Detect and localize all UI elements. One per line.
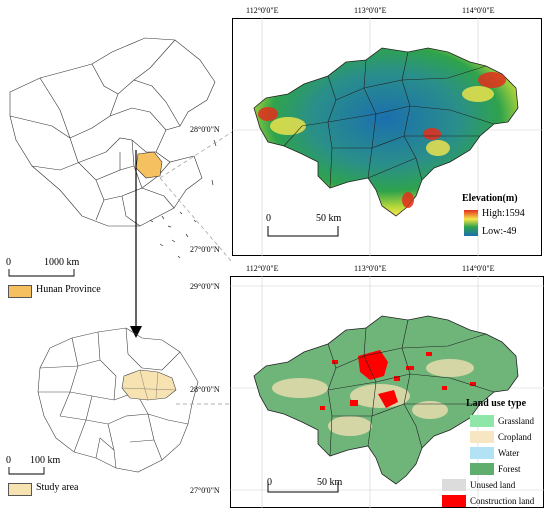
elev-lon-tick-114: 114°0'0"E bbox=[462, 6, 495, 15]
elevation-color-ramp bbox=[464, 210, 478, 236]
lu-lon-tick-112: 112°0'0"E bbox=[246, 264, 279, 273]
elevation-legend-title: Elevation(m) bbox=[462, 193, 518, 204]
hunan-province-legend-swatch bbox=[8, 285, 32, 298]
hunan-scale-zero: 0 bbox=[6, 455, 11, 466]
elev-scale-bar bbox=[267, 226, 339, 237]
elev-lat-tick-27: 27°0'0"N bbox=[190, 245, 220, 254]
lu-scale-bar bbox=[267, 482, 339, 493]
elevation-map bbox=[232, 18, 542, 256]
study-area-highlight bbox=[121, 369, 177, 401]
china-scale-zero: 0 bbox=[6, 257, 11, 268]
legend-label-grassland: Grassland bbox=[498, 416, 534, 426]
lu-lon-tick-114: 114°0'0"E bbox=[462, 264, 495, 273]
landuse-legend: Land use type bbox=[466, 398, 544, 506]
legend-label-water: Water bbox=[498, 448, 520, 458]
elev-lat-tick-28: 28°0'0"N bbox=[190, 125, 220, 134]
study-area-legend-label: Study area bbox=[36, 482, 79, 493]
elevation-low-label: Low:-49 bbox=[482, 226, 517, 237]
hunan-map bbox=[37, 327, 199, 473]
arrow-down-icon bbox=[130, 150, 142, 338]
elevation-high-label: High:1594 bbox=[482, 208, 525, 219]
landuse-legend-title: Land use type bbox=[466, 398, 527, 409]
lu-lat-tick-27: 27°0'0"N bbox=[190, 486, 220, 495]
legend-swatch-forest bbox=[470, 463, 494, 475]
elev-lon-tick-112: 112°0'0"E bbox=[246, 6, 279, 15]
legend-swatch-construction-land bbox=[442, 495, 466, 507]
legend-swatch-unused-land bbox=[442, 479, 466, 491]
legend-swatch-grassland bbox=[470, 415, 494, 427]
china-scale-bar bbox=[8, 269, 75, 277]
elev-scale-zero: 0 bbox=[266, 213, 271, 224]
legend-label-construction-land: Construction land bbox=[470, 496, 535, 506]
china-map bbox=[9, 37, 217, 259]
legend-swatch-cropland bbox=[470, 431, 494, 443]
lu-lat-tick-28: 28°0'0"N bbox=[190, 385, 220, 394]
lu-scale-max: 50 km bbox=[317, 477, 343, 488]
legend-label-forest: Forest bbox=[498, 464, 521, 474]
study-area-legend-swatch bbox=[8, 483, 32, 496]
lu-lat-tick-29: 29°0'0"N bbox=[190, 282, 220, 291]
legend-swatch-water bbox=[470, 447, 494, 459]
lu-lon-tick-113: 113°0'0"E bbox=[354, 264, 387, 273]
elev-lon-tick-113: 113°0'0"E bbox=[354, 6, 387, 15]
lu-scale-zero: 0 bbox=[267, 477, 272, 488]
elev-scale-max: 50 km bbox=[316, 213, 342, 224]
legend-label-unused-land: Unused land bbox=[470, 480, 516, 490]
hunan-scale-bar bbox=[8, 467, 45, 475]
china-scale-max: 1000 km bbox=[44, 257, 80, 268]
hunan-scale-max: 100 km bbox=[30, 455, 61, 466]
hunan-province-legend-label: Hunan Province bbox=[36, 284, 101, 295]
legend-label-cropland: Cropland bbox=[498, 432, 532, 442]
